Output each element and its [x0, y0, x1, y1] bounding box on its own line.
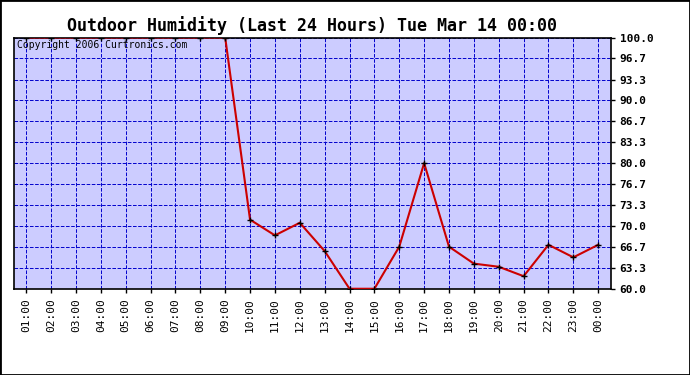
Text: Copyright 2006 Curtronics.com: Copyright 2006 Curtronics.com	[17, 40, 187, 50]
Title: Outdoor Humidity (Last 24 Hours) Tue Mar 14 00:00: Outdoor Humidity (Last 24 Hours) Tue Mar…	[67, 16, 558, 34]
